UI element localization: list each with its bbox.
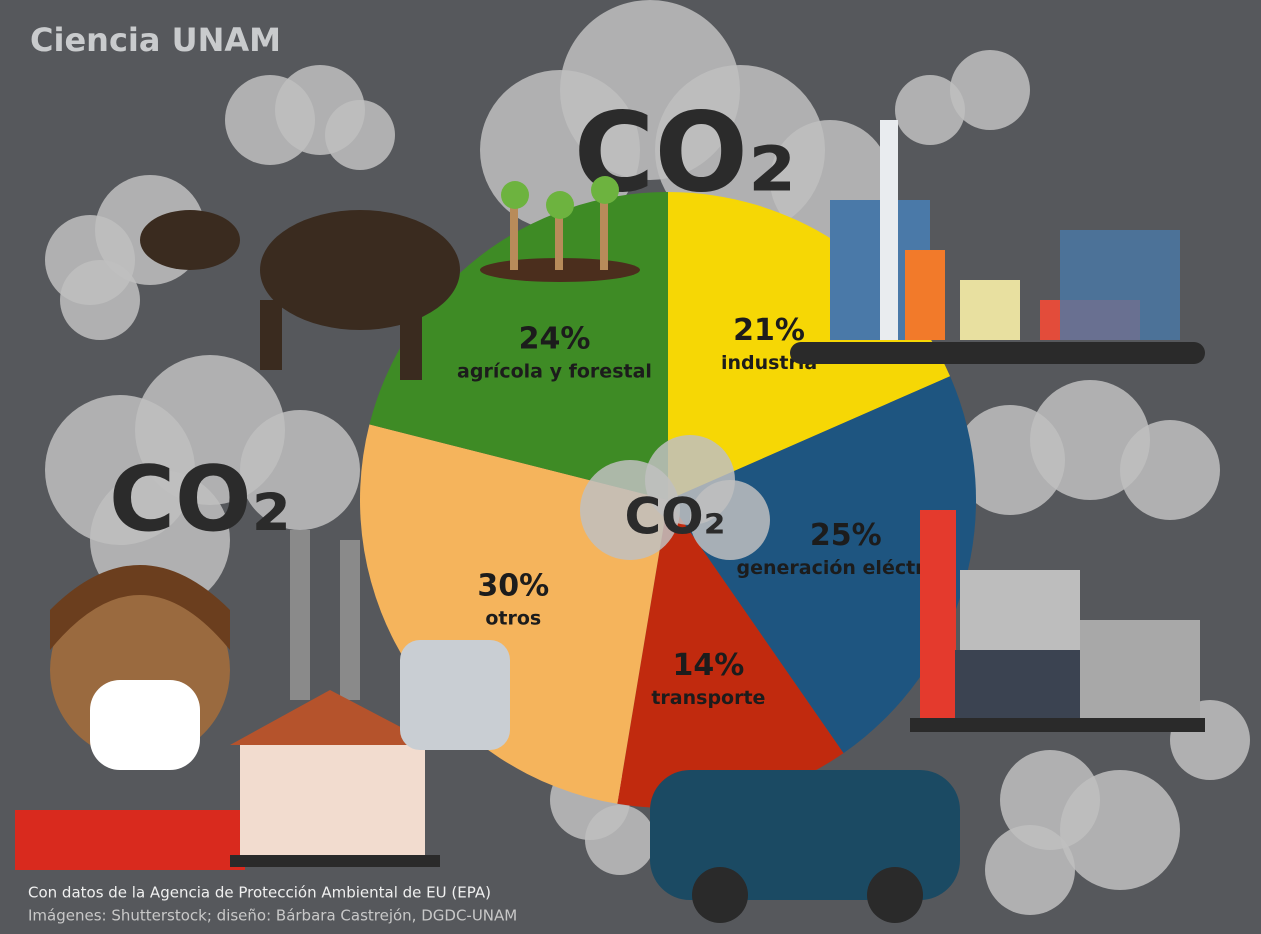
category-label: agrícola y forestal [457,361,652,383]
co2-label: CO₂ [624,488,725,546]
category-label: transporte [651,687,765,709]
value-label: 24% [519,322,591,357]
credit-source: Con datos de la Agencia de Protección Am… [28,884,491,902]
category-label: otros [485,608,541,630]
value-label: 25% [810,518,882,553]
logo: Ciencia UNAM [30,21,281,59]
value-label: 21% [733,313,805,348]
co2-label: CO₂ [109,447,291,552]
credit-images: Imágenes: Shutterstock; diseño: Bárbara … [28,907,517,925]
infographic: Ciencia UNAM 21%industria25%generación e… [0,0,1261,934]
value-label: 30% [477,569,549,604]
value-label: 14% [673,648,745,683]
